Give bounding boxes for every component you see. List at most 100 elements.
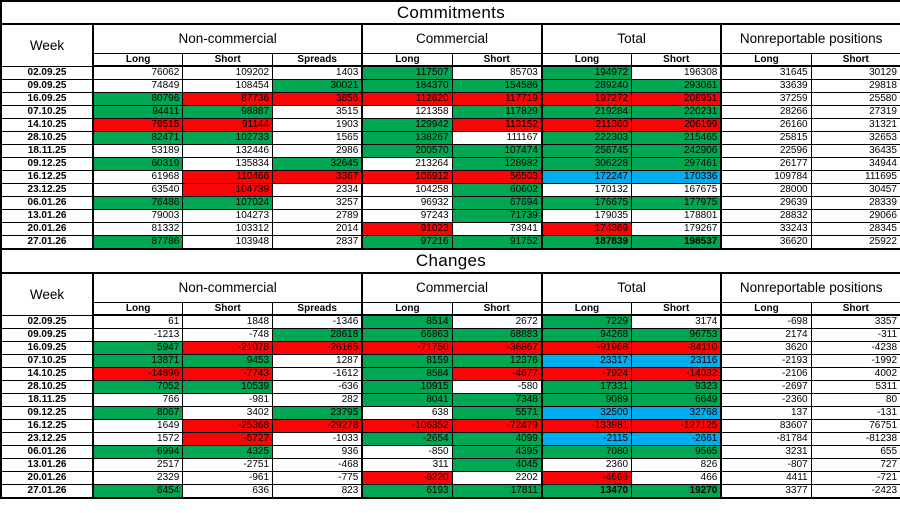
value-cell: 76062 <box>92 65 184 80</box>
value-cell: 28266 <box>720 105 812 119</box>
value-cell: 111695 <box>810 170 900 184</box>
value-cell: 107024 <box>182 196 274 210</box>
subheader-long: Long <box>361 301 453 316</box>
value-cell: 82471 <box>92 131 184 145</box>
changes-subheader-row: Long Short Spreads Long Short Long Short… <box>1 301 900 316</box>
value-cell: -748 <box>182 328 274 342</box>
table-row: 09.12.25 8067 3402 23795 638 5571 32500 32768 13… <box>0 406 900 420</box>
value-cell: -131 <box>810 406 900 420</box>
value-cell: 128982 <box>451 157 543 171</box>
value-cell: 91144 <box>182 118 274 132</box>
changes-group-header-row: Week Non-commercial Commercial Total Non… <box>0 272 900 316</box>
value-cell: 177975 <box>631 196 722 210</box>
value-cell: 2014 <box>272 222 363 236</box>
week-cell: 09.09.25 <box>0 328 94 342</box>
table-row: 14.10.25 79515 91144 1903 129942 113152 211360… <box>0 118 900 132</box>
week-cell: 06.01.26 <box>0 445 94 459</box>
value-cell: 2517 <box>92 458 184 472</box>
subheader-short: Short <box>451 301 543 316</box>
value-cell: -1992 <box>810 354 900 368</box>
value-cell: 91752 <box>451 235 543 250</box>
value-cell: 104273 <box>182 209 274 223</box>
value-cell: -981 <box>182 393 274 407</box>
commitments-subheader-row: Long Short Spreads Long Short Long Short… <box>1 52 900 67</box>
table-row: 07.10.25 13871 9453 1287 8159 12376 23317 23116… <box>0 354 900 368</box>
table-row: 28.10.25 7052 10539 -636 10915 -580 17331 9323-… <box>0 380 900 394</box>
value-cell: 2334 <box>272 183 363 197</box>
value-cell: -2360 <box>720 393 812 407</box>
week-cell: 18.11.25 <box>0 144 94 158</box>
group-header-total: Total <box>540 23 722 54</box>
value-cell: 2329 <box>92 471 184 485</box>
value-cell: 8584 <box>361 367 453 381</box>
table-row: 27.01.26 6454 636 823 6193 17811 13470 19270 337… <box>0 484 900 499</box>
changes-table-body: 02.09.25 61 1848 -1346 8514 2672 7229 3174 -698 3… <box>0 314 900 499</box>
value-cell: 23795 <box>272 406 363 420</box>
group-header-noncommercial: Non-commercial <box>92 272 363 303</box>
week-cell: 02.09.25 <box>0 314 94 329</box>
week-cell: 09.12.25 <box>0 157 94 171</box>
value-cell: 76486 <box>92 196 184 210</box>
table-row: 14.10.25 -14896 -7743 -1612 8584 -4677 -7924 -1… <box>0 367 900 381</box>
week-cell: 14.10.25 <box>0 118 94 132</box>
value-cell: 30129 <box>810 65 900 80</box>
value-cell: 31645 <box>720 65 812 80</box>
value-cell: 2837 <box>272 235 363 250</box>
value-cell: -81784 <box>720 432 812 446</box>
week-cell: 28.10.25 <box>0 380 94 394</box>
table-row: 23.12.25 63540 104739 2334 104258 60602 170132… <box>0 183 900 197</box>
week-cell: 16.09.25 <box>0 92 94 106</box>
value-cell: 30021 <box>272 79 363 93</box>
value-cell: 113152 <box>451 118 543 132</box>
value-cell: 22596 <box>720 144 812 158</box>
table-row: 16.12.25 1649 -25368 -29278 -106352 -72479 -13… <box>0 419 900 433</box>
week-cell: 28.10.25 <box>0 131 94 145</box>
value-cell: -5727 <box>182 432 274 446</box>
value-cell: 108454 <box>182 79 274 93</box>
value-cell: 117507 <box>361 65 453 80</box>
group-header-nonreportable: Nonreportable positions <box>720 272 900 303</box>
value-cell: 29639 <box>720 196 812 210</box>
value-cell: 37259 <box>720 92 812 106</box>
value-cell: 61968 <box>92 170 184 184</box>
value-cell: 129942 <box>361 118 453 132</box>
value-cell: -311 <box>810 328 900 342</box>
table-row: 20.01.26 81332 103312 2014 91023 73941 174369 1… <box>0 222 900 236</box>
value-cell: 29818 <box>810 79 900 93</box>
value-cell: 7348 <box>451 393 543 407</box>
value-cell: 4325 <box>182 445 274 459</box>
value-cell: 30457 <box>810 183 900 197</box>
value-cell: 655 <box>810 445 900 459</box>
value-cell: -14896 <box>92 367 184 381</box>
week-cell: 16.12.25 <box>0 419 94 433</box>
value-cell: 3515 <box>272 105 363 119</box>
value-cell: 138267 <box>361 131 453 145</box>
value-cell: 3174 <box>631 314 722 329</box>
subheader-short: Short <box>631 52 722 67</box>
value-cell: 132446 <box>182 144 274 158</box>
table-row: 02.09.25 61 1848 -1346 8514 2672 7229 3174 -698 3… <box>0 314 900 329</box>
value-cell: 28832 <box>720 209 812 223</box>
value-cell: 2789 <box>272 209 363 223</box>
value-cell: 256745 <box>540 144 633 158</box>
value-cell: 19270 <box>631 484 722 499</box>
value-cell: 311 <box>361 458 453 472</box>
subheader-long: Long <box>361 52 453 67</box>
value-cell: 178801 <box>631 209 722 223</box>
value-cell: 96932 <box>361 196 453 210</box>
value-cell: -2697 <box>720 380 812 394</box>
subheader-short: Short <box>182 301 274 316</box>
value-cell: 211360 <box>540 118 633 132</box>
value-cell: 167675 <box>631 183 722 197</box>
value-cell: 1848 <box>182 314 274 329</box>
table-row: 13.01.26 79003 104273 2789 97243 71739 179035 1… <box>0 209 900 223</box>
value-cell: 28000 <box>720 183 812 197</box>
value-cell: 5947 <box>92 341 184 355</box>
value-cell: 1287 <box>272 354 363 368</box>
value-cell: 3257 <box>272 196 363 210</box>
value-cell: 80796 <box>92 92 184 106</box>
value-cell: -4666 <box>540 471 633 485</box>
week-cell: 07.10.25 <box>0 105 94 119</box>
week-cell: 16.09.25 <box>0 341 94 355</box>
week-cell: 02.09.25 <box>0 65 94 80</box>
